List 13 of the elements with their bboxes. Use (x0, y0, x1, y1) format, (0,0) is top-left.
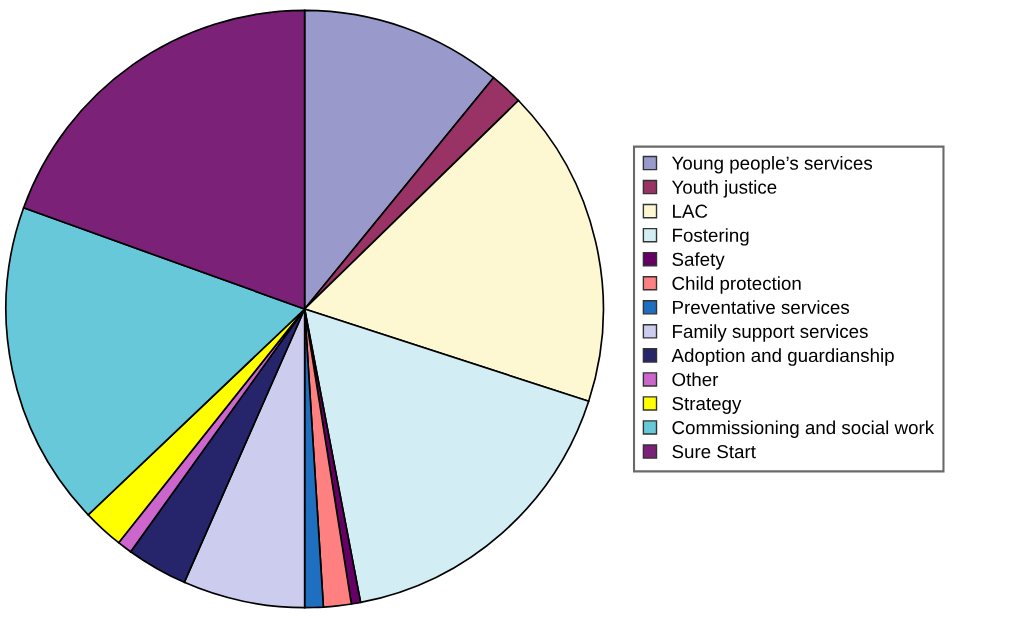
legend-label: Sure Start (672, 445, 756, 459)
legend-label: Family support services (673, 324, 868, 342)
legend-label: Preventative services (673, 300, 850, 315)
legend-label: Adoption and guardianship (671, 348, 894, 366)
legend-label: Young people’s services (671, 156, 873, 174)
legend-label: Fostering (673, 228, 749, 246)
legend-label: LAC (673, 204, 708, 218)
legend-label: Other (672, 372, 719, 387)
legend-label: Child protection (672, 276, 801, 294)
legend-label: Commissioning and social work (672, 420, 935, 438)
legend-label: Youth justice (671, 180, 777, 198)
legend-label: Strategy (672, 396, 742, 414)
legend-label: Safety (672, 252, 725, 270)
